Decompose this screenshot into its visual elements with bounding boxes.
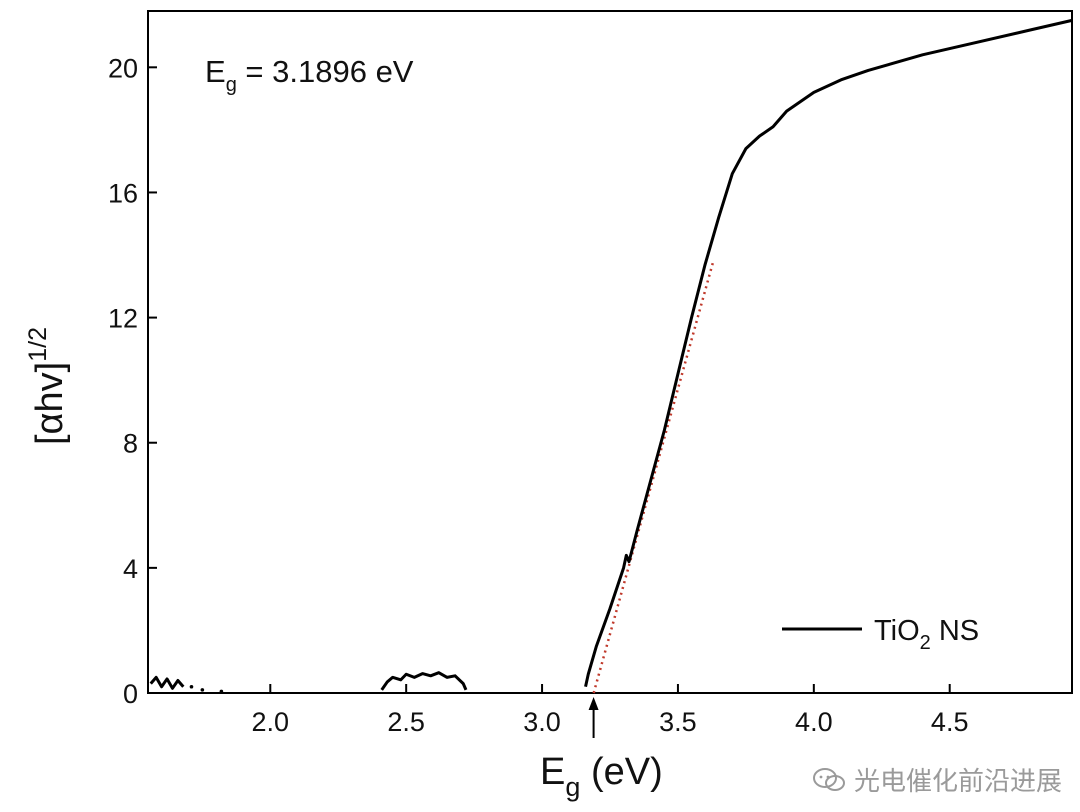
y-tick-label-2: 8 — [123, 429, 138, 459]
x-tick-label-2: 3.0 — [523, 707, 561, 737]
series-tio2-segment-1 — [380, 671, 468, 691]
series-tio2-dot-0 — [189, 684, 194, 689]
watermark-text: 光电催化前沿进展 — [853, 767, 1062, 797]
x-tick-label-4: 4.0 — [795, 707, 833, 737]
x-tick-label-0: 2.0 — [252, 707, 290, 737]
bandgap-annotation: Eg = 3.1896 eV — [205, 54, 414, 96]
x-tick-label-3: 3.5 — [659, 707, 697, 737]
bandgap-arrow-head — [588, 697, 599, 710]
legend-label-tio2: TiO2 NS — [874, 615, 979, 654]
y-tick-label-5: 20 — [108, 53, 138, 83]
y-tick-label-3: 12 — [108, 304, 138, 334]
series-tio2-segment-2 — [584, 18, 1073, 688]
series-tio2-segment-0 — [149, 675, 185, 690]
y-tick-label-0: 0 — [123, 679, 138, 709]
series-tio2-dot-2 — [219, 689, 224, 694]
y-tick-label-4: 16 — [108, 178, 138, 208]
series-tio2-dot-1 — [200, 688, 205, 692]
fit-line — [592, 260, 715, 694]
y-axis-title: [αhv]1/2 — [24, 327, 71, 445]
plot-frame — [147, 10, 1073, 694]
wechat-icon — [812, 767, 845, 791]
plot-layer: 2.0 2.5 3.0 3.5 4.0 4.5 0 4 8 12 16 20 — [108, 10, 1073, 738]
watermark: 光电催化前沿进展 — [812, 761, 1062, 798]
x-axis-title: Eg (eV) — [540, 751, 663, 802]
x-tick-label-5: 4.5 — [931, 707, 969, 737]
legend: TiO2 NS — [782, 615, 979, 654]
y-tick-label-1: 4 — [123, 554, 138, 584]
x-tick-label-1: 2.5 — [387, 707, 425, 737]
